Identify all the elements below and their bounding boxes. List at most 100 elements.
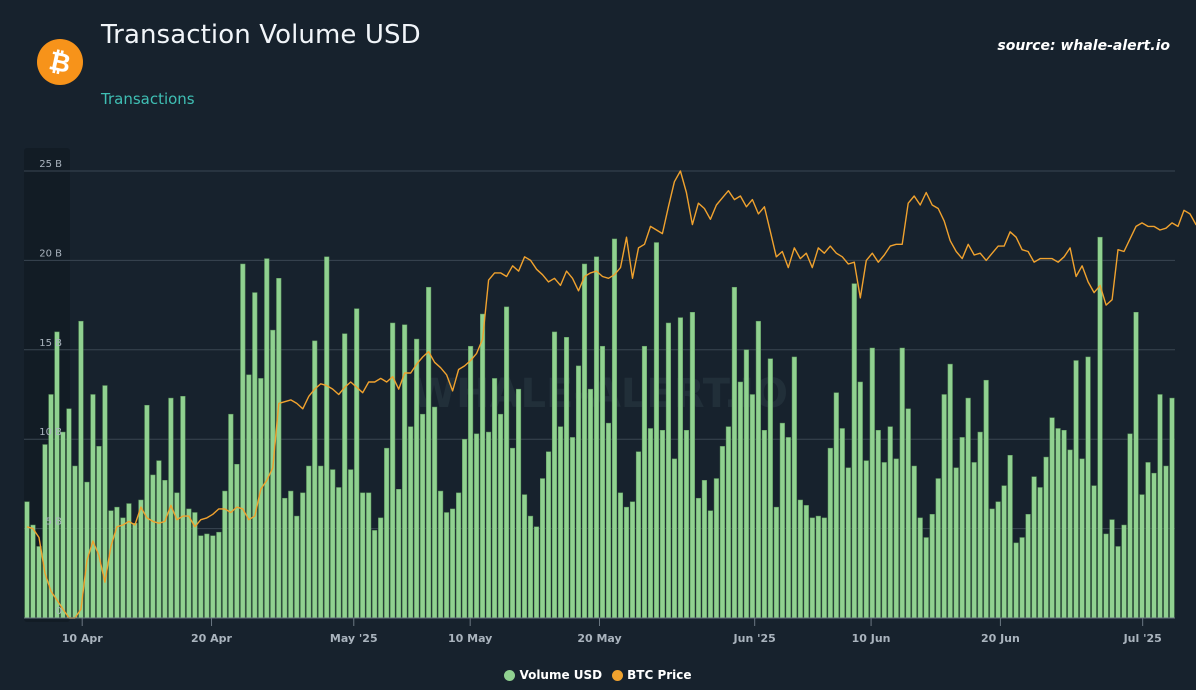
volume-bar[interactable] bbox=[755, 320, 761, 619]
volume-bar[interactable] bbox=[1049, 417, 1055, 619]
volume-bar[interactable] bbox=[1031, 476, 1037, 619]
legend-item-price[interactable]: BTC Price bbox=[612, 668, 692, 682]
volume-bar[interactable] bbox=[635, 451, 642, 619]
volume-bar[interactable] bbox=[707, 510, 713, 619]
volume-bar[interactable] bbox=[857, 381, 863, 619]
volume-bar[interactable] bbox=[803, 505, 809, 619]
volume-bar[interactable] bbox=[390, 322, 396, 619]
volume-bar[interactable] bbox=[210, 535, 216, 619]
volume-bar[interactable] bbox=[1157, 394, 1163, 619]
volume-bar[interactable] bbox=[929, 514, 935, 619]
volume-bar[interactable] bbox=[893, 458, 899, 619]
volume-bar[interactable] bbox=[342, 333, 348, 619]
volume-bar[interactable] bbox=[725, 426, 731, 619]
volume-bar[interactable] bbox=[923, 537, 929, 619]
volume-bar[interactable] bbox=[444, 512, 450, 619]
volume-bar[interactable] bbox=[719, 446, 725, 619]
volume-bar[interactable] bbox=[833, 392, 839, 619]
volume-bar[interactable] bbox=[1163, 465, 1169, 619]
volume-bar[interactable] bbox=[1133, 312, 1139, 619]
volume-bar[interactable] bbox=[72, 465, 78, 619]
volume-bar[interactable] bbox=[617, 492, 624, 619]
volume-bar[interactable] bbox=[132, 522, 138, 619]
volume-bar[interactable] bbox=[78, 320, 84, 619]
volume-bar[interactable] bbox=[701, 480, 707, 619]
volume-bar[interactable] bbox=[480, 313, 486, 619]
volume-bar[interactable] bbox=[192, 512, 198, 619]
volume-bar[interactable] bbox=[180, 396, 186, 619]
volume-bar[interactable] bbox=[827, 447, 833, 619]
volume-bar[interactable] bbox=[534, 526, 540, 619]
volume-bar[interactable] bbox=[156, 460, 162, 619]
volume-bar[interactable] bbox=[384, 447, 390, 619]
volume-bar[interactable] bbox=[282, 497, 288, 619]
volume-bar[interactable] bbox=[354, 308, 360, 619]
volume-bar[interactable] bbox=[294, 515, 300, 619]
volume-bar[interactable] bbox=[372, 530, 378, 619]
volume-bar[interactable] bbox=[216, 531, 222, 619]
volume-bar[interactable] bbox=[875, 430, 881, 619]
volume-bar[interactable] bbox=[1079, 458, 1085, 619]
volume-bar[interactable] bbox=[30, 524, 36, 619]
volume-bar[interactable] bbox=[1055, 428, 1061, 619]
volume-bar[interactable] bbox=[138, 499, 144, 619]
volume-bar[interactable] bbox=[36, 546, 42, 619]
volume-bar[interactable] bbox=[522, 494, 528, 619]
volume-bar[interactable] bbox=[797, 499, 803, 619]
volume-bar[interactable] bbox=[671, 458, 677, 619]
volume-bar[interactable] bbox=[947, 363, 953, 619]
volume-bar[interactable] bbox=[450, 508, 456, 619]
volume-bar[interactable] bbox=[234, 463, 240, 619]
volume-bar[interactable] bbox=[426, 286, 432, 619]
volume-bar[interactable] bbox=[785, 437, 791, 619]
volume-bar[interactable] bbox=[498, 413, 504, 619]
btc-price-line[interactable] bbox=[26, 170, 1196, 619]
volume-bar[interactable] bbox=[510, 447, 516, 619]
volume-bar[interactable] bbox=[935, 478, 941, 619]
volume-bar[interactable] bbox=[863, 460, 869, 619]
volume-bar[interactable] bbox=[54, 331, 60, 619]
volume-bar[interactable] bbox=[1103, 533, 1109, 619]
volume-bar[interactable] bbox=[953, 467, 959, 619]
volume-bar[interactable] bbox=[366, 492, 372, 619]
volume-bar[interactable] bbox=[300, 492, 306, 619]
volume-bar[interactable] bbox=[977, 431, 983, 619]
volume-bar[interactable] bbox=[318, 465, 324, 619]
volume-bar[interactable] bbox=[504, 306, 510, 619]
volume-bar[interactable] bbox=[378, 517, 384, 619]
volume-bar[interactable] bbox=[713, 478, 719, 619]
volume-bar[interactable] bbox=[150, 474, 156, 619]
volume-bar[interactable] bbox=[270, 329, 276, 619]
volume-bar[interactable] bbox=[1025, 514, 1031, 619]
volume-bar[interactable] bbox=[114, 506, 120, 619]
volume-bar[interactable] bbox=[1097, 236, 1103, 619]
volume-bar[interactable] bbox=[839, 428, 845, 619]
volume-bar[interactable] bbox=[1073, 360, 1079, 619]
volume-bar[interactable] bbox=[108, 510, 114, 619]
volume-bar[interactable] bbox=[881, 462, 887, 619]
volume-bar[interactable] bbox=[941, 394, 947, 619]
volume-bar[interactable] bbox=[779, 422, 785, 619]
volume-bar[interactable] bbox=[102, 385, 108, 619]
volume-bar[interactable] bbox=[689, 312, 695, 619]
volume-bar[interactable] bbox=[420, 413, 426, 619]
volume-bar[interactable] bbox=[204, 533, 210, 619]
volume-bar[interactable] bbox=[240, 263, 246, 619]
volume-bar[interactable] bbox=[791, 356, 797, 619]
volume-bar[interactable] bbox=[1127, 433, 1133, 619]
volume-bar[interactable] bbox=[695, 497, 701, 619]
volume-bar[interactable] bbox=[959, 437, 965, 619]
chart-subtitle[interactable]: Transactions bbox=[101, 90, 195, 108]
volume-bar[interactable] bbox=[528, 515, 534, 619]
volume-bar[interactable] bbox=[396, 489, 402, 619]
volume-bar[interactable] bbox=[767, 358, 773, 619]
volume-bar[interactable] bbox=[330, 469, 336, 619]
volume-bar[interactable] bbox=[1145, 462, 1151, 619]
volume-bar[interactable] bbox=[743, 349, 749, 619]
volume-bar[interactable] bbox=[456, 492, 462, 619]
volume-bar[interactable] bbox=[1067, 449, 1073, 619]
volume-bar[interactable] bbox=[599, 345, 606, 619]
volume-bar[interactable] bbox=[809, 517, 815, 619]
volume-bar[interactable] bbox=[336, 487, 342, 619]
volume-bar[interactable] bbox=[144, 404, 150, 619]
